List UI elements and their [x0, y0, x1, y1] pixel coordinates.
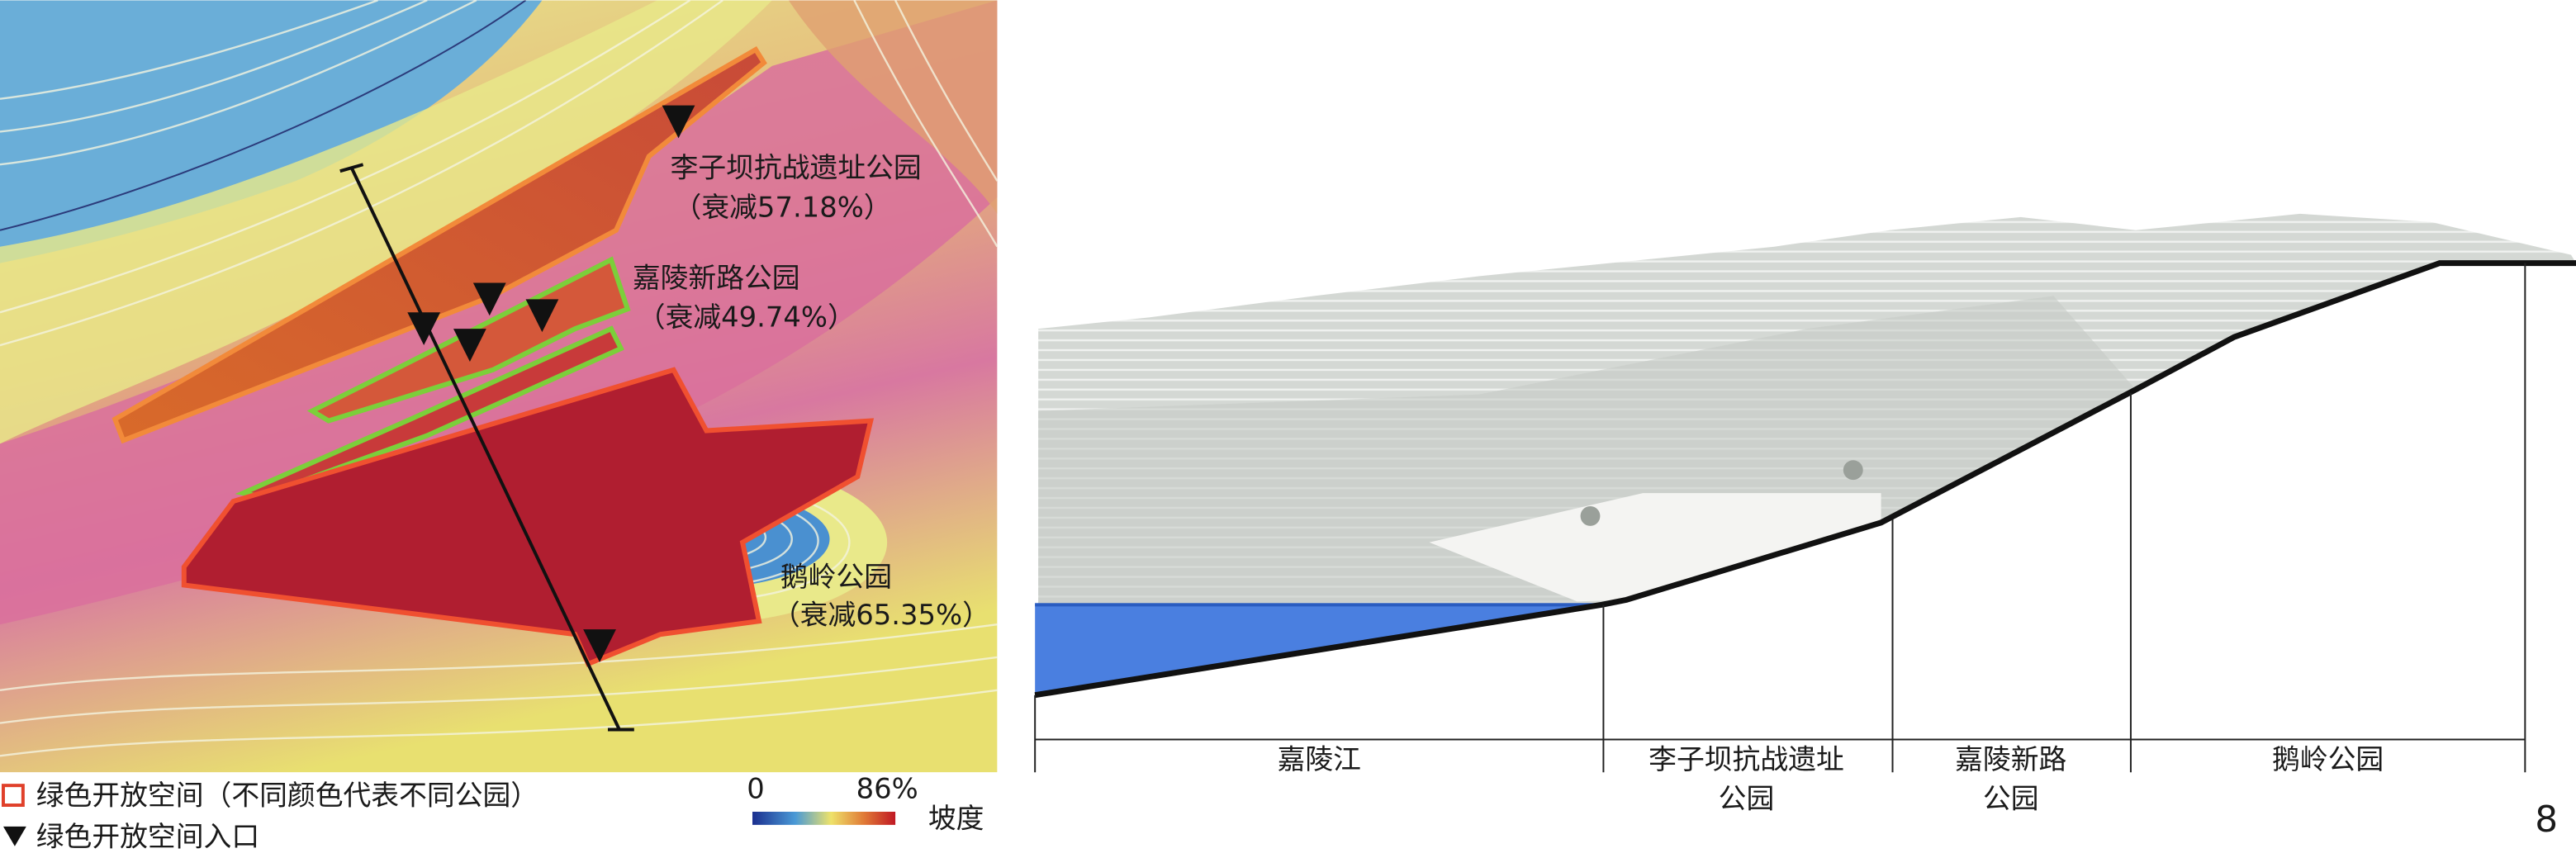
terrain-light: [1429, 493, 1881, 602]
entrance: [472, 282, 506, 316]
legend-space-icon: [1, 784, 25, 808]
park-name: 鹅岭公园: [780, 561, 892, 593]
legend-space: 绿色开放空间（不同颜色代表不同公园）: [36, 780, 538, 812]
tree: [1843, 460, 1863, 481]
terrain-section: 嘉陵江 李子坝抗战遗址 公园 嘉陵新路 公园 鹅岭公园: [1034, 213, 2576, 815]
park-eling: [181, 367, 875, 667]
section-line: [339, 163, 634, 732]
slope-zone: [788, 0, 998, 214]
entrance: [407, 312, 441, 346]
ground-profile: [1034, 260, 2576, 699]
park-note: （衰减49.74%）: [638, 301, 856, 334]
colorbar-min: 0: [747, 773, 765, 805]
park-lizi: [111, 45, 767, 444]
zone-label: 公园: [1983, 783, 2039, 815]
zone-label: 鹅岭公园: [2272, 743, 2384, 775]
entrance: [525, 299, 559, 333]
zone-label: 公园: [1719, 783, 1775, 815]
entrance-markers: [407, 105, 695, 662]
park-note: （衰减65.35%）: [772, 599, 990, 631]
slope-map: 李子坝抗战遗址公园 （衰减57.18%） 嘉陵新路公园 （衰减49.74%） 鹅…: [0, 0, 998, 773]
zone-label: 嘉陵江: [1278, 743, 1361, 775]
legend: 绿色开放空间（不同颜色代表不同公园） 绿色开放空间入口 0 86% 坡度: [1, 773, 984, 852]
river-zone: [0, 0, 543, 263]
slope-zone: [0, 0, 772, 444]
slope-colorbar: [752, 811, 896, 825]
legend-entrance: 绿色开放空间入口: [36, 820, 259, 852]
tree: [1580, 505, 1601, 526]
zone-label: 嘉陵新路: [1955, 743, 2066, 775]
park-name: 嘉陵新路公园: [633, 262, 800, 294]
park-name: 李子坝抗战遗址公园: [671, 152, 922, 184]
zone-dividers: [1034, 263, 2526, 773]
entrance: [453, 329, 486, 362]
legend-entrance-icon: [2, 826, 26, 846]
page-number: 8: [2535, 799, 2558, 841]
colorbar-label: 坡度: [928, 802, 984, 834]
entrance: [662, 105, 695, 139]
zone-label: 李子坝抗战遗址: [1649, 743, 1844, 775]
park-note: （衰减57.18%）: [674, 191, 892, 223]
road-line: [0, 0, 527, 231]
entrance: [583, 629, 616, 662]
colorbar-max: 86%: [856, 773, 918, 805]
steep-zone: [0, 0, 998, 625]
